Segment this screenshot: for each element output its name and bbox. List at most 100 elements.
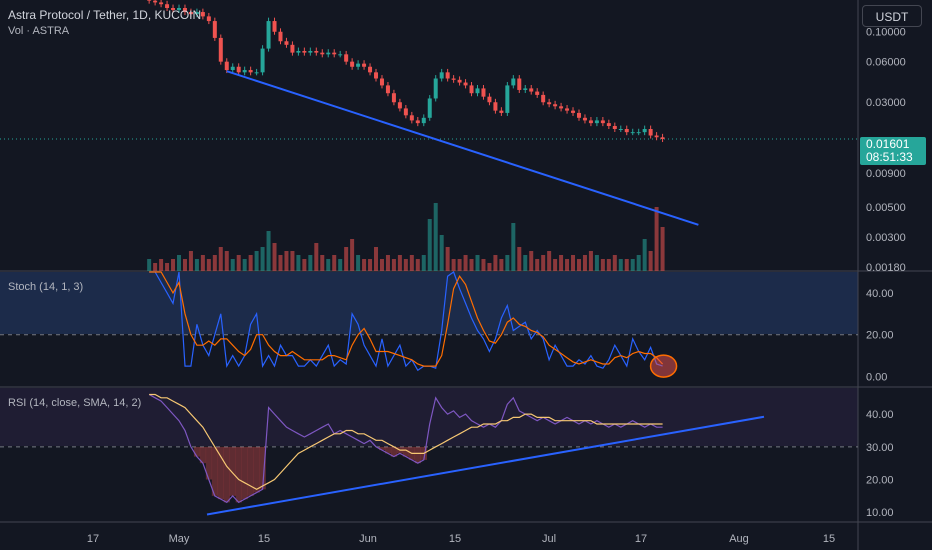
candle bbox=[236, 66, 241, 73]
candle bbox=[248, 70, 253, 73]
volume-bar bbox=[212, 255, 217, 271]
volume-bar bbox=[463, 255, 468, 271]
rsi-band bbox=[0, 388, 858, 446]
candle bbox=[302, 50, 307, 53]
stoch-highlight-circle bbox=[649, 354, 678, 378]
volume-bar bbox=[612, 255, 617, 271]
volume-bar bbox=[511, 223, 516, 271]
price-tick-label: 0.00900 bbox=[866, 168, 906, 180]
time-tick-label: May bbox=[169, 533, 190, 545]
volume-bar bbox=[529, 251, 534, 271]
time-tick-label: 17 bbox=[635, 533, 647, 545]
candle bbox=[463, 82, 468, 86]
candle bbox=[559, 106, 564, 109]
rsi-oversold-fill bbox=[390, 446, 398, 457]
volume-bar bbox=[660, 227, 665, 271]
rsi-oversold-fill bbox=[229, 446, 236, 496]
volume-bar bbox=[427, 219, 432, 271]
candle bbox=[272, 21, 277, 32]
volume-bar bbox=[159, 259, 164, 271]
volume-bar bbox=[588, 251, 593, 271]
candle bbox=[385, 85, 390, 94]
volume-bar bbox=[266, 231, 271, 271]
candle bbox=[427, 98, 432, 118]
candle bbox=[475, 88, 480, 94]
candle bbox=[415, 120, 420, 124]
volume-bar bbox=[445, 247, 450, 271]
candle bbox=[618, 128, 623, 130]
candle bbox=[188, 12, 193, 15]
stoch-tick-label: 0.00 bbox=[866, 372, 887, 384]
candle bbox=[624, 128, 629, 133]
volume-bar bbox=[200, 255, 205, 271]
candle bbox=[260, 48, 265, 73]
candle bbox=[296, 50, 301, 53]
rsi-legend: RSI (14, close, SMA, 14, 2) bbox=[8, 397, 142, 409]
volume-bar bbox=[218, 247, 223, 271]
volume-bar bbox=[487, 263, 492, 271]
rsi-oversold-fill bbox=[253, 446, 260, 493]
volume-bar bbox=[648, 251, 653, 271]
stoch-d-line bbox=[149, 271, 664, 367]
candle bbox=[654, 135, 659, 138]
candle bbox=[368, 66, 373, 73]
candle bbox=[606, 123, 611, 126]
volume-bar bbox=[326, 259, 331, 271]
volume-bar bbox=[565, 259, 570, 271]
rsi-oversold-fill bbox=[259, 446, 266, 490]
volume-bar bbox=[194, 259, 199, 271]
volume-bar bbox=[171, 259, 176, 271]
rsi-oversold-fill bbox=[205, 446, 213, 480]
candle bbox=[314, 50, 319, 53]
candle bbox=[171, 8, 176, 10]
volume-bar bbox=[248, 255, 253, 271]
currency-button[interactable]: USDT bbox=[862, 5, 922, 27]
volume-bar bbox=[654, 207, 659, 271]
candle bbox=[439, 72, 444, 79]
volume-bar bbox=[547, 251, 552, 271]
stoch-legend: Stoch (14, 1, 3) bbox=[8, 281, 84, 293]
candle bbox=[218, 37, 223, 62]
rsi-oversold-fill bbox=[223, 446, 230, 503]
candle bbox=[433, 78, 438, 99]
rsi-oversold-fill bbox=[414, 446, 421, 464]
candle bbox=[505, 85, 510, 113]
candle bbox=[308, 50, 313, 53]
candle bbox=[356, 63, 361, 67]
volume-bar bbox=[385, 255, 390, 271]
candle bbox=[469, 85, 474, 94]
volume-bar bbox=[421, 255, 426, 271]
time-tick-label: 15 bbox=[449, 533, 461, 545]
candle bbox=[588, 120, 593, 124]
volume-bar bbox=[553, 259, 558, 271]
candle bbox=[499, 110, 504, 113]
volume-bar bbox=[242, 259, 247, 271]
volume-bar bbox=[278, 255, 283, 271]
time-tick-label: 17 bbox=[87, 533, 99, 545]
candle bbox=[397, 102, 402, 109]
rsi-trendline bbox=[206, 415, 765, 516]
volume-bar bbox=[368, 259, 373, 271]
candle bbox=[636, 132, 641, 134]
volume-bar bbox=[236, 255, 241, 271]
volume-bar bbox=[469, 259, 474, 271]
time-tick-label: 15 bbox=[258, 533, 270, 545]
volume-bar bbox=[439, 235, 444, 271]
candle bbox=[177, 8, 181, 10]
candle bbox=[374, 72, 379, 79]
stoch-tick-label: 20.00 bbox=[866, 330, 894, 342]
volume-bar bbox=[576, 259, 581, 271]
volume-bar bbox=[314, 243, 319, 271]
rsi-ma-line bbox=[149, 393, 663, 490]
candle bbox=[612, 125, 617, 129]
volume-bar bbox=[636, 255, 641, 271]
volume-bar bbox=[535, 259, 540, 271]
volume-bar bbox=[302, 259, 307, 271]
candle bbox=[266, 21, 271, 49]
price-tick-label: 0.10000 bbox=[866, 27, 906, 39]
volume-bar bbox=[499, 259, 504, 271]
countdown-timer: 08:51:33 bbox=[866, 150, 913, 164]
volume-bar bbox=[481, 259, 486, 271]
candle bbox=[403, 108, 408, 116]
